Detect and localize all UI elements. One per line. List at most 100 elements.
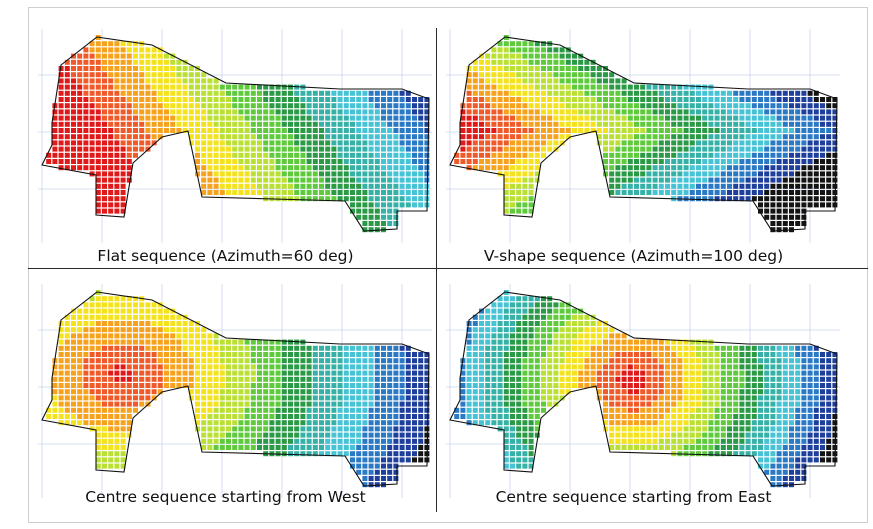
heat-cell	[188, 370, 194, 376]
heat-cell	[374, 221, 380, 226]
heat-cell	[337, 140, 343, 146]
heat-cell	[319, 97, 324, 102]
heat-cell	[362, 395, 368, 401]
heat-cell	[306, 190, 312, 195]
heat-cell	[95, 296, 101, 302]
heat-cell	[522, 146, 528, 152]
heat-cell	[337, 352, 343, 357]
heat-cell	[343, 140, 349, 146]
heat-cell	[219, 352, 225, 357]
heat-cell	[281, 103, 287, 109]
heat-cell	[565, 370, 571, 376]
heat-cell	[627, 146, 633, 152]
heat-cell	[578, 327, 584, 333]
heat-cell	[541, 302, 546, 308]
heat-cell	[764, 345, 770, 351]
heat-cell	[306, 432, 312, 438]
heat-cell	[733, 383, 739, 388]
heat-cell	[764, 463, 770, 469]
heat-cell	[634, 395, 639, 401]
heat-cell	[516, 140, 522, 146]
heat-cell	[126, 84, 132, 90]
heat-cell	[95, 90, 101, 96]
heat-cell	[102, 445, 107, 450]
heat-cell	[702, 128, 708, 133]
heat-cell	[813, 196, 819, 202]
heat-cell	[145, 383, 151, 388]
heat-cell	[219, 103, 225, 109]
heat-cell	[393, 202, 399, 208]
heat-cell	[387, 171, 393, 177]
heat-cell	[145, 376, 151, 382]
heat-cell	[114, 115, 120, 121]
heat-cell	[201, 121, 207, 127]
heat-cell	[758, 376, 763, 382]
heat-cell	[195, 414, 200, 419]
heat-cell	[553, 389, 559, 395]
heat-cell	[114, 352, 120, 357]
heat-cell	[727, 159, 732, 164]
heat-cell	[652, 103, 658, 109]
heat-cell	[139, 128, 145, 133]
heat-cell	[510, 308, 515, 314]
heat-cell	[510, 296, 515, 302]
heat-cell	[584, 103, 590, 109]
heat-cell	[89, 97, 95, 102]
heat-cell	[201, 395, 207, 401]
heat-cell	[565, 59, 571, 65]
heat-cell	[95, 72, 101, 78]
heat-cell	[387, 426, 393, 432]
heat-cell	[71, 121, 76, 127]
heat-cell	[424, 134, 430, 140]
heat-cell	[832, 152, 838, 158]
heat-cell	[739, 171, 745, 177]
heat-cell	[720, 171, 726, 177]
heat-cell	[288, 103, 293, 109]
heat-cell	[288, 364, 293, 370]
heat-cell	[516, 183, 522, 189]
heat-cell	[374, 438, 380, 444]
heat-cell	[331, 121, 337, 127]
heat-cell	[627, 389, 633, 395]
heat-cell	[665, 134, 670, 140]
heat-cell	[281, 97, 287, 102]
heat-cell	[758, 97, 763, 102]
heat-cell	[683, 339, 689, 345]
heat-cell	[770, 364, 776, 370]
heat-cell	[182, 90, 188, 96]
heat-cell	[689, 389, 695, 395]
heat-cell	[405, 407, 411, 413]
heat-cell	[776, 90, 782, 96]
heat-cell	[603, 333, 608, 339]
heat-cell	[714, 159, 720, 164]
heat-cell	[412, 165, 417, 171]
heat-cell	[764, 121, 770, 127]
heat-cell	[325, 134, 331, 140]
heat-cell	[164, 90, 169, 96]
heat-cell	[820, 165, 825, 171]
heat-cell	[547, 90, 553, 96]
heat-cell	[702, 121, 708, 127]
heat-cell	[565, 352, 571, 357]
heat-cell	[325, 190, 331, 195]
heat-cell	[350, 345, 355, 351]
heat-cell	[652, 90, 658, 96]
heat-cell	[226, 407, 231, 413]
heat-cell	[263, 426, 269, 432]
heat-cell	[312, 389, 318, 395]
heat-cell	[671, 383, 677, 388]
heat-cell	[238, 407, 244, 413]
heat-cell	[615, 78, 621, 84]
heat-cell	[232, 339, 238, 345]
heat-cell	[95, 84, 101, 90]
heat-cell	[696, 177, 701, 183]
heat-cell	[164, 376, 169, 382]
heat-cell	[510, 352, 515, 357]
heat-cell	[776, 469, 782, 475]
heat-cell	[497, 414, 503, 419]
heat-cell	[374, 352, 380, 357]
panel-caption: Centre sequence starting from West	[85, 488, 366, 506]
heat-cell	[244, 438, 250, 444]
heat-cell	[522, 321, 528, 326]
heat-cell	[362, 165, 368, 171]
